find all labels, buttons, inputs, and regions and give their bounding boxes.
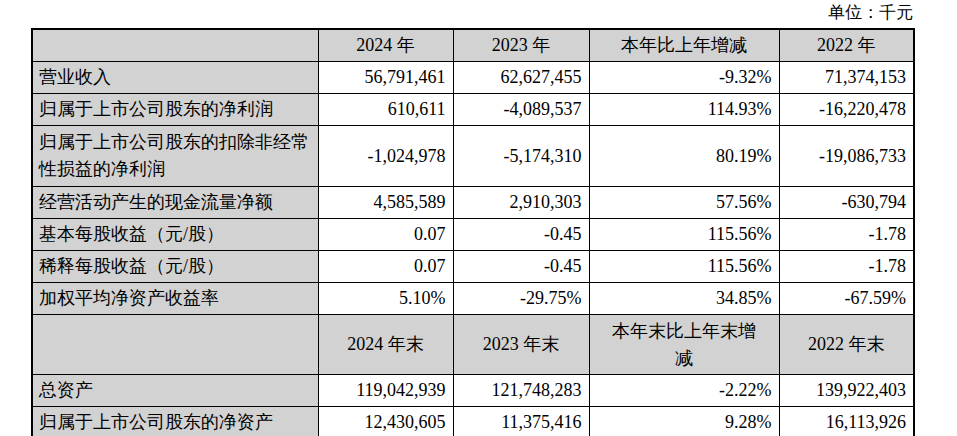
value-cell: 115.56% bbox=[589, 219, 779, 251]
value-cell: 2,910,303 bbox=[453, 187, 589, 219]
year-end-header-row: 2024 年末 2023 年末 本年末比上年末增减 2022 年末 bbox=[32, 315, 914, 375]
value-cell: -630,794 bbox=[779, 187, 914, 219]
row-label: 营业收入 bbox=[32, 62, 318, 94]
value-cell: 34.85% bbox=[589, 283, 779, 315]
value-cell: 119,042,939 bbox=[318, 375, 453, 407]
table-row-operating-cash-flow: 经营活动产生的现金流量净额 4,585,589 2,910,303 57.56%… bbox=[32, 187, 914, 219]
value-cell: 57.56% bbox=[589, 187, 779, 219]
value-cell: -2.22% bbox=[589, 375, 779, 407]
value-cell: -67.59% bbox=[779, 283, 914, 315]
header-empty-cell bbox=[32, 29, 318, 62]
value-cell: 80.19% bbox=[589, 126, 779, 187]
row-label: 经营活动产生的现金流量净额 bbox=[32, 187, 318, 219]
value-cell: 12,430,605 bbox=[318, 407, 453, 436]
col-header-2024-year-end: 2024 年末 bbox=[318, 315, 453, 375]
row-label: 总资产 bbox=[32, 375, 318, 407]
key-accounting-data-table: 2024 年 2023 年 本年比上年增减 2022 年 营业收入 56,791… bbox=[31, 28, 915, 436]
annual-header-row: 2024 年 2023 年 本年比上年增减 2022 年 bbox=[32, 29, 914, 62]
value-cell: 71,374,153 bbox=[779, 62, 914, 94]
value-cell: 5.10% bbox=[318, 283, 453, 315]
value-cell: -0.45 bbox=[453, 251, 589, 283]
row-label: 归属于上市公司股东的净利润 bbox=[32, 94, 318, 126]
row-label: 加权平均净资产收益率 bbox=[32, 283, 318, 315]
value-cell: 11,375,416 bbox=[453, 407, 589, 436]
value-cell: 56,791,461 bbox=[318, 62, 453, 94]
col-header-2023: 2023 年 bbox=[453, 29, 589, 62]
table-row-net-profit-excl-nonrecurring: 归属于上市公司股东的扣除非经常性损益的净利润 -1,024,978 -5,174… bbox=[32, 126, 914, 187]
row-label: 归属于上市公司股东的扣除非经常性损益的净利润 bbox=[32, 126, 318, 187]
row-label: 归属于上市公司股东的净资产 bbox=[32, 407, 318, 436]
value-cell: -0.45 bbox=[453, 219, 589, 251]
value-cell: 4,585,589 bbox=[318, 187, 453, 219]
value-cell: 139,922,403 bbox=[779, 375, 914, 407]
value-cell: 115.56% bbox=[589, 251, 779, 283]
col-header-2024: 2024 年 bbox=[318, 29, 453, 62]
table-row-weighted-avg-roe: 加权平均净资产收益率 5.10% -29.75% 34.85% -67.59% bbox=[32, 283, 914, 315]
value-cell: 610,611 bbox=[318, 94, 453, 126]
value-cell: -29.75% bbox=[453, 283, 589, 315]
table-row-total-assets: 总资产 119,042,939 121,748,283 -2.22% 139,9… bbox=[32, 375, 914, 407]
col-header-2022: 2022 年 bbox=[779, 29, 914, 62]
table-row-net-profit: 归属于上市公司股东的净利润 610,611 -4,089,537 114.93%… bbox=[32, 94, 914, 126]
col-header-2022-year-end: 2022 年末 bbox=[779, 315, 914, 375]
table-row-net-assets: 归属于上市公司股东的净资产 12,430,605 11,375,416 9.28… bbox=[32, 407, 914, 436]
unit-label: 单位：千元 bbox=[31, 2, 913, 24]
value-cell: 121,748,283 bbox=[453, 375, 589, 407]
page: 单位：千元 2024 年 2023 年 本年比上年增减 2022 年 营业收入 … bbox=[0, 0, 957, 436]
col-header-year-end-change: 本年末比上年末增减 bbox=[589, 315, 779, 375]
col-header-yoy-change: 本年比上年增减 bbox=[589, 29, 779, 62]
value-cell: 114.93% bbox=[589, 94, 779, 126]
value-cell: -16,220,478 bbox=[779, 94, 914, 126]
value-cell: 9.28% bbox=[589, 407, 779, 436]
value-cell: -4,089,537 bbox=[453, 94, 589, 126]
value-cell: -1.78 bbox=[779, 251, 914, 283]
table-row-revenue: 营业收入 56,791,461 62,627,455 -9.32% 71,374… bbox=[32, 62, 914, 94]
header-empty-cell bbox=[32, 315, 318, 375]
row-label: 稀释每股收益（元/股） bbox=[32, 251, 318, 283]
value-cell: 0.07 bbox=[318, 219, 453, 251]
value-cell: 16,113,926 bbox=[779, 407, 914, 436]
value-cell: -19,086,733 bbox=[779, 126, 914, 187]
value-cell: -1,024,978 bbox=[318, 126, 453, 187]
value-cell: -9.32% bbox=[589, 62, 779, 94]
value-cell: 62,627,455 bbox=[453, 62, 589, 94]
table-row-basic-eps: 基本每股收益（元/股） 0.07 -0.45 115.56% -1.78 bbox=[32, 219, 914, 251]
value-cell: -1.78 bbox=[779, 219, 914, 251]
col-header-2023-year-end: 2023 年末 bbox=[453, 315, 589, 375]
table-row-diluted-eps: 稀释每股收益（元/股） 0.07 -0.45 115.56% -1.78 bbox=[32, 251, 914, 283]
value-cell: -5,174,310 bbox=[453, 126, 589, 187]
value-cell: 0.07 bbox=[318, 251, 453, 283]
row-label: 基本每股收益（元/股） bbox=[32, 219, 318, 251]
